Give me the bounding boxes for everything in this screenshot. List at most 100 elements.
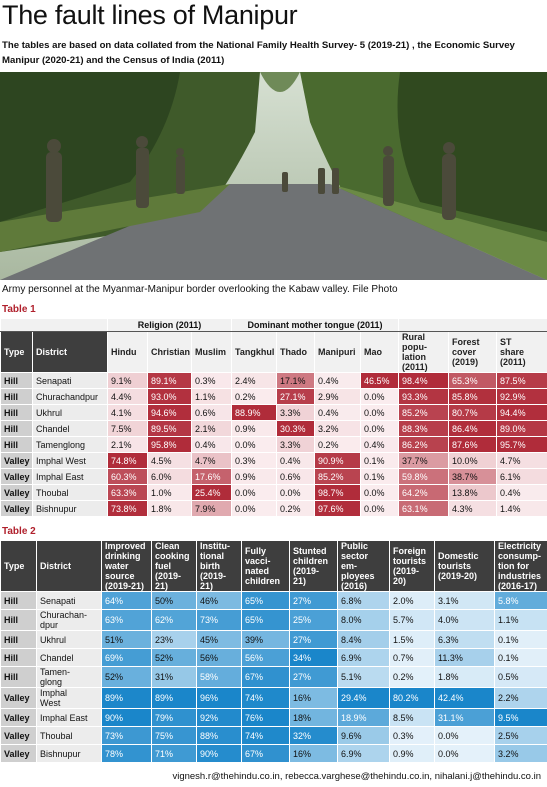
value-cell: 6.3%: [434, 630, 495, 649]
value-cell: 94.4%: [496, 404, 547, 421]
value-cell: 63%: [101, 609, 152, 631]
value-cell: 73%: [101, 726, 152, 745]
value-cell: 0.3%: [190, 372, 233, 389]
value-cell: 11.3%: [434, 648, 495, 667]
district-cell: Chandel: [36, 648, 102, 667]
subtitle: The tables are based on data collated fr…: [2, 40, 515, 66]
table-label: Table 2: [2, 526, 36, 537]
value-cell: 2.2%: [494, 687, 547, 709]
value-cell: 0.4%: [276, 452, 316, 469]
value-cell: 0.1%: [494, 630, 547, 649]
value-cell: 0.9%: [389, 744, 435, 763]
value-cell: 45%: [196, 630, 242, 649]
value-cell: 74.8%: [107, 452, 148, 469]
value-cell: 87.5%: [496, 372, 547, 389]
value-cell: 9.6%: [337, 726, 390, 745]
photo: [0, 72, 547, 280]
value-cell: 2.9%: [314, 388, 362, 405]
value-cell: 74%: [241, 726, 290, 745]
value-cell: 13.8%: [448, 484, 498, 501]
district-cell: Senapati: [32, 372, 108, 389]
type-cell: Hill: [0, 388, 33, 405]
value-cell: 10.0%: [448, 452, 498, 469]
district-cell: Imphal East: [32, 468, 108, 485]
district-cell: Tamen- glong: [36, 666, 102, 688]
column-header: Electricity consump- tion for industries…: [494, 540, 547, 592]
value-cell: 90%: [196, 744, 242, 763]
data-row: Valley Bishnupur 78% 71% 90% 67% 16% 6.9% 0.9% 0.…: [0, 744, 547, 763]
value-cell: 90%: [101, 708, 152, 727]
value-cell: 16%: [289, 687, 338, 709]
table-development: Type District Improved drinking water sour…: [0, 540, 547, 763]
value-cell: 0.0%: [231, 500, 278, 517]
column-header: Clean cooking fuel (2019- 21): [151, 540, 197, 592]
column-header: Tangkhul: [231, 331, 278, 373]
district-cell: Bishnupur: [32, 500, 108, 517]
value-cell: 88.9%: [231, 404, 278, 421]
value-cell: 93.3%: [398, 388, 450, 405]
data-row: Hill Ukhrul 4.1% 94.6% 0.6% 88.9% 3.3% 0.4% 0.0%…: [0, 404, 547, 421]
value-cell: 4.5%: [147, 452, 192, 469]
group-spacer: [398, 318, 547, 332]
value-cell: 1.8%: [434, 666, 495, 688]
value-cell: 0.4%: [190, 436, 233, 453]
value-cell: 89.1%: [147, 372, 192, 389]
value-cell: 86.4%: [448, 420, 498, 437]
value-cell: 42.4%: [434, 687, 495, 709]
value-cell: 97.6%: [314, 500, 362, 517]
value-cell: 46.5%: [360, 372, 400, 389]
value-cell: 98.4%: [398, 372, 450, 389]
table-religion-language: Religion (2011) Dominant mother tongue (2…: [0, 318, 547, 517]
value-cell: 0.3%: [389, 726, 435, 745]
data-row: Hill Tamenglong 2.1% 95.8% 0.4% 0.0% 3.3% 0.2% 0…: [0, 436, 547, 453]
value-cell: 95.8%: [147, 436, 192, 453]
value-cell: 4.1%: [107, 404, 148, 421]
value-cell: 0.1%: [360, 452, 400, 469]
value-cell: 85.2%: [314, 468, 362, 485]
type-cell: Hill: [0, 666, 37, 688]
value-cell: 76%: [241, 708, 290, 727]
district-cell: Senapati: [36, 591, 102, 610]
data-row: Valley Imphal West 74.8% 4.5% 4.7% 0.3% 0.4% 90…: [0, 452, 547, 469]
type-cell: Valley: [0, 452, 33, 469]
value-cell: 4.4%: [107, 388, 148, 405]
data-row: Valley Bishnupur 73.8% 1.8% 7.9% 0.0% 0.2% 97.6…: [0, 500, 547, 517]
value-cell: 63.3%: [107, 484, 148, 501]
value-cell: 74%: [241, 687, 290, 709]
type-cell: Hill: [0, 436, 33, 453]
value-cell: 92%: [196, 708, 242, 727]
value-cell: 16%: [289, 744, 338, 763]
district-cell: Ukhrul: [36, 630, 102, 649]
value-cell: 4.0%: [434, 609, 495, 631]
value-cell: 34%: [289, 648, 338, 667]
value-cell: 0.1%: [360, 468, 400, 485]
value-cell: 6.1%: [496, 468, 547, 485]
value-cell: 3.2%: [494, 744, 547, 763]
value-cell: 18.9%: [337, 708, 390, 727]
value-cell: 65.3%: [448, 372, 498, 389]
column-header: Domestic tourists (2019-20): [434, 540, 495, 592]
header-row: Type District Hindu Christian Muslim Tangkhul…: [0, 331, 547, 373]
value-cell: 69%: [101, 648, 152, 667]
value-cell: 79%: [151, 708, 197, 727]
district-cell: Churachan- dpur: [36, 609, 102, 631]
value-cell: 73%: [196, 609, 242, 631]
value-cell: 3.2%: [314, 420, 362, 437]
column-header: Institu- tional birth (2019- 21): [196, 540, 242, 592]
type-cell: Hill: [0, 609, 37, 631]
type-cell: Valley: [0, 500, 33, 517]
type-cell: Valley: [0, 708, 37, 727]
value-cell: 0.6%: [276, 468, 316, 485]
header-row: Type District Improved drinking water sour…: [0, 540, 547, 592]
value-cell: 8.5%: [389, 708, 435, 727]
value-cell: 0.9%: [231, 420, 278, 437]
value-cell: 65%: [241, 591, 290, 610]
column-header: Public sector em- ployees (2016): [337, 540, 390, 592]
value-cell: 80.7%: [448, 404, 498, 421]
value-cell: 71%: [151, 744, 197, 763]
district-cell: Imphal West: [32, 452, 108, 469]
value-cell: 1.1%: [190, 388, 233, 405]
value-cell: 64%: [101, 591, 152, 610]
data-row: Valley Thoubal 63.3% 1.0% 25.4% 0.0% 0.0% 98.7%…: [0, 484, 547, 501]
column-header: Christian: [147, 331, 192, 373]
